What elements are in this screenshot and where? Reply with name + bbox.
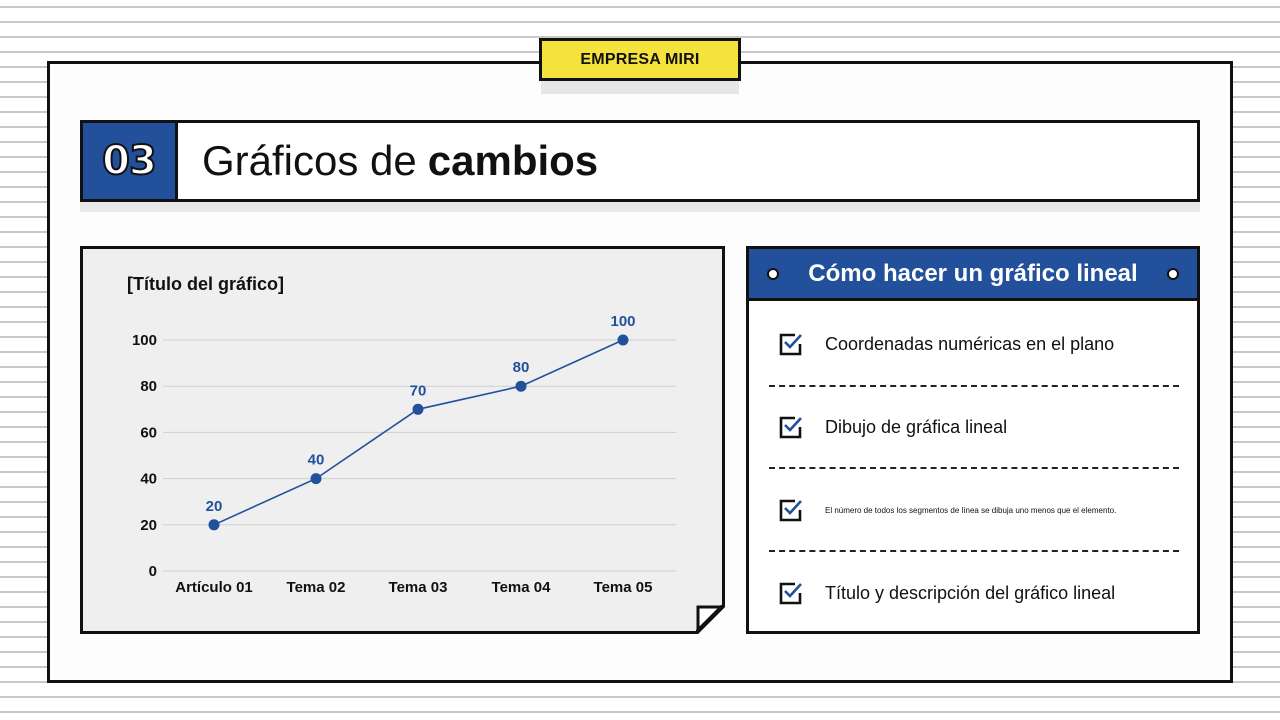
list-item-label: Coordenadas numéricas en el plano [825, 333, 1115, 354]
list-item: Título y descripción del gráfico lineal [769, 573, 1179, 613]
data-point-marker [618, 335, 629, 346]
checkbox-checked-icon [779, 333, 802, 356]
page-title: Gráficos de cambios [178, 123, 598, 199]
checkbox-checked-icon [779, 416, 802, 439]
checkbox-checked-icon [779, 499, 802, 522]
title-shadow [80, 200, 1200, 212]
title-bar: 03 Gráficos de cambios [80, 120, 1200, 202]
y-tick-label: 80 [140, 378, 157, 395]
data-point-marker [311, 473, 322, 484]
dashed-divider [769, 550, 1179, 552]
dashed-divider [769, 385, 1179, 387]
bullet-dot-icon [767, 267, 779, 280]
list-item-label: Dibujo de gráfica lineal [825, 416, 1008, 437]
page-title-bold: cambios [427, 137, 599, 184]
x-tick-label: Tema 03 [389, 579, 448, 596]
brand-shadow [541, 78, 739, 94]
bullet-dot-icon [1167, 267, 1179, 280]
y-tick-label: 40 [140, 471, 157, 488]
line-chart: [Título del gráfico] 0 20 40 60 80 100 Artículo… [83, 249, 728, 637]
list-item: Dibujo de gráfica lineal [769, 407, 1179, 447]
chart-card: [Título del gráfico] 0 20 40 60 80 100 Artículo… [80, 246, 725, 634]
dashed-divider [769, 467, 1179, 469]
data-point-marker [413, 404, 424, 415]
list-item-label: Título y descripción del gráfico lineal [825, 582, 1116, 603]
howto-panel: Cómo hacer un gráfico lineal Coordenadas… [746, 246, 1200, 634]
folded-corner-icon [696, 605, 725, 634]
chart-title: [Título del gráfico] [127, 274, 284, 294]
checkbox-checked-icon [779, 582, 802, 605]
data-label: 80 [513, 359, 530, 376]
howto-panel-header: Cómo hacer un gráfico lineal [749, 249, 1197, 301]
data-label: 100 [610, 313, 635, 330]
data-label: 70 [410, 382, 427, 399]
howto-panel-title: Cómo hacer un gráfico lineal [808, 259, 1138, 287]
list-item: Coordenadas numéricas en el plano [769, 324, 1179, 364]
x-tick-label: Tema 05 [594, 579, 653, 596]
y-tick-label: 20 [140, 517, 157, 534]
x-tick-label: Tema 04 [492, 579, 552, 596]
data-label: 20 [206, 498, 223, 515]
page-title-light: Gráficos de [202, 137, 417, 184]
section-number: 03 [83, 123, 178, 199]
y-tick-label: 0 [149, 563, 157, 580]
x-tick-label: Artículo 01 [175, 579, 253, 596]
data-point-marker [209, 519, 220, 530]
y-tick-label: 60 [140, 424, 157, 441]
data-label: 40 [308, 452, 325, 469]
list-item-label: El número de todos los segmentos de líne… [825, 505, 1117, 515]
list-item: El número de todos los segmentos de líne… [769, 490, 1179, 530]
brand-badge: EMPRESA MIRI [539, 38, 741, 81]
x-tick-label: Tema 02 [287, 579, 346, 596]
data-point-marker [516, 381, 527, 392]
y-tick-label: 100 [132, 332, 157, 349]
